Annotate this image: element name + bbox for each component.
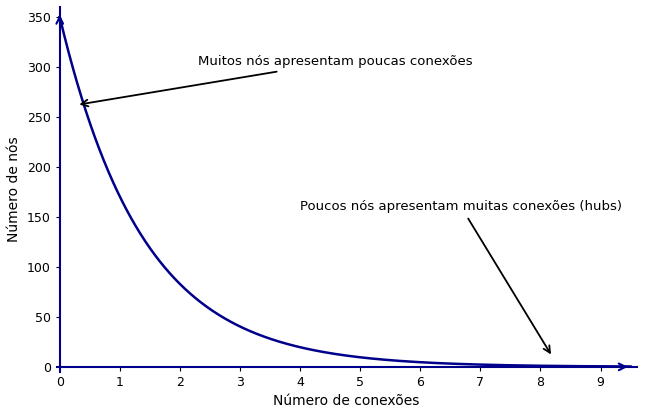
Text: Muitos nós apresentam poucas conexões: Muitos nós apresentam poucas conexões	[81, 55, 473, 106]
Y-axis label: Número de nós: Número de nós	[7, 136, 21, 242]
X-axis label: Número de conexões: Número de conexões	[274, 394, 420, 409]
Text: Poucos nós apresentam muitas conexões (hubs): Poucos nós apresentam muitas conexões (h…	[300, 201, 622, 353]
